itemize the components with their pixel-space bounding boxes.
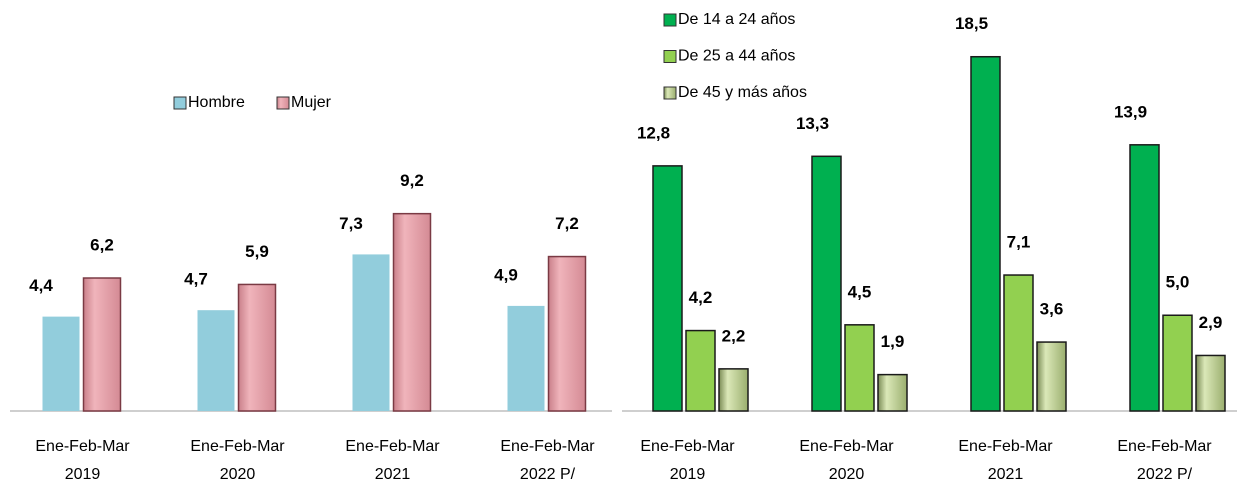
bar [685,329,716,412]
x-tick-label: Ene-Feb-Mar 2022 P/ [500,438,595,483]
x-tick-line: Ene-Feb-Mar [640,438,735,455]
x-tick-line: Ene-Feb-Mar [500,438,595,455]
value-label: 7,2 [555,214,579,233]
x-tick-label: Ene-Feb-Mar 2020 [190,438,285,483]
bar [392,212,432,412]
bar [1162,314,1193,412]
bar [82,277,122,412]
x-tick-label: Ene-Feb-Mar 2021 [345,438,440,483]
value-label: 4,5 [848,282,872,301]
bar [1129,144,1160,412]
bar [718,368,749,412]
value-label: 3,6 [1040,300,1064,319]
x-tick-line: 2019 [65,466,101,483]
bar [547,255,587,412]
value-label: 7,3 [339,214,363,233]
bar [237,283,277,412]
bar [844,324,875,412]
bar [1003,274,1034,412]
value-label: 4,2 [689,288,713,307]
x-tick-line: 2021 [988,466,1024,483]
legend-label: Hombre [188,94,245,111]
value-label: 5,9 [245,242,269,261]
value-label: 4,9 [494,265,518,284]
bar [1195,354,1226,412]
bar [42,316,80,411]
value-label: 4,7 [184,270,208,289]
x-tick-label: Ene-Feb-Mar 2019 [35,438,130,483]
bar [652,165,683,412]
bar [877,373,908,412]
x-tick-line: Ene-Feb-Mar [35,438,130,455]
value-label: 1,9 [881,332,905,351]
legend-swatch [663,86,677,100]
value-label: 7,1 [1007,233,1031,252]
x-tick-line: 2022 P/ [520,466,576,483]
x-tick-line: 2020 [220,466,256,483]
x-tick-line: 2021 [375,466,411,483]
x-tick-line: Ene-Feb-Mar [958,438,1053,455]
value-label: 13,9 [1114,102,1147,121]
value-label: 9,2 [400,171,424,190]
bar [811,155,842,412]
x-tick-label: Ene-Feb-Mar 2020 [799,438,894,483]
value-label: 4,4 [29,276,53,295]
legend-swatch [663,13,677,27]
x-tick-label: Ene-Feb-Mar 2021 [958,438,1053,483]
x-tick-line: 2020 [829,466,865,483]
legend-swatch [663,50,677,63]
legend-label: De 25 a 44 años [678,48,795,65]
x-tick-line: Ene-Feb-Mar [190,438,285,455]
x-tick-line: Ene-Feb-Mar [799,438,894,455]
x-tick-label: Ene-Feb-Mar 2022 P/ [1117,438,1212,483]
legend-label: De 14 a 24 años [678,11,795,28]
x-tick-line: 2019 [670,466,706,483]
value-label: 5,0 [1166,273,1190,292]
value-label: 12,8 [637,123,670,142]
legend-label: Mujer [291,94,332,111]
x-tick-line: 2022 P/ [1137,466,1193,483]
bar [352,254,390,411]
bar [197,310,235,411]
value-label: 2,2 [722,326,746,345]
value-label: 2,9 [1199,313,1223,332]
value-label: 18,5 [955,14,988,33]
x-tick-line: Ene-Feb-Mar [345,438,440,455]
x-tick-line: Ene-Feb-Mar [1117,438,1212,455]
value-label: 6,2 [90,235,114,254]
legend-label: De 45 y más años [678,84,807,101]
bar [507,305,545,411]
x-tick-label: Ene-Feb-Mar 2019 [640,438,735,483]
legend-swatch [276,96,290,110]
legend-swatch [173,96,187,110]
value-label: 13,3 [796,114,829,133]
bar [1036,341,1067,412]
bar [970,55,1001,412]
